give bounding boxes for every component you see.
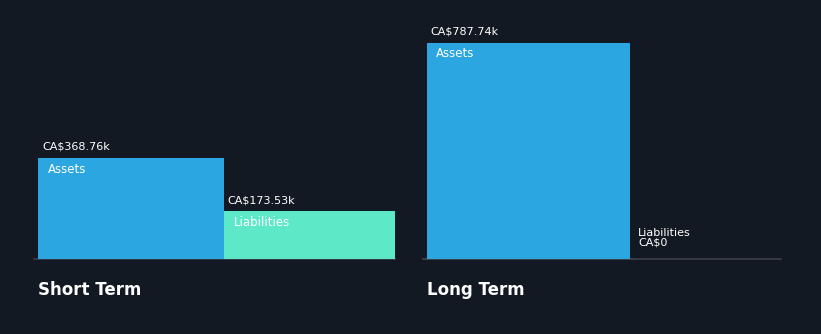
Text: Liabilities: Liabilities: [638, 228, 691, 238]
Text: CA$787.74k: CA$787.74k: [430, 26, 498, 36]
Text: Assets: Assets: [48, 163, 86, 176]
Bar: [224, 211, 395, 259]
Text: Assets: Assets: [436, 47, 475, 60]
Text: CA$173.53k: CA$173.53k: [228, 195, 296, 205]
Text: CA$0: CA$0: [638, 237, 667, 247]
Bar: [38, 158, 224, 259]
Text: Liabilities: Liabilities: [233, 216, 290, 229]
Text: Short Term: Short Term: [38, 282, 141, 300]
Text: CA$368.76k: CA$368.76k: [42, 142, 110, 151]
Text: Long Term: Long Term: [427, 282, 525, 300]
Bar: [427, 42, 631, 259]
